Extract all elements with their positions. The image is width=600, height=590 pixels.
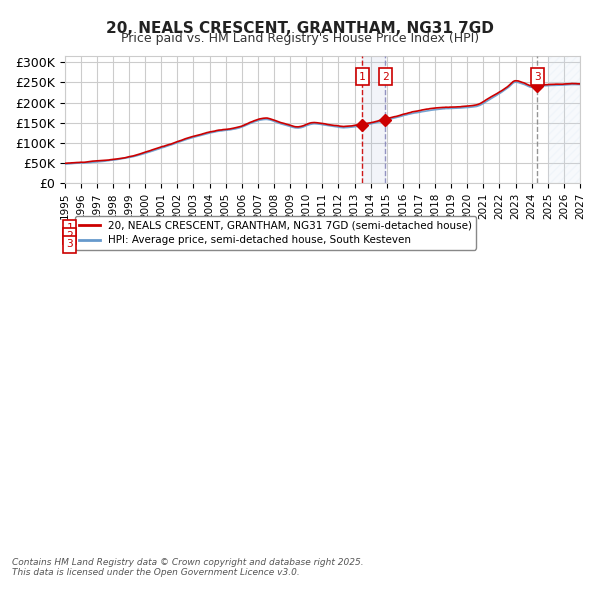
Text: 1: 1	[67, 223, 73, 233]
Text: 1: 1	[359, 72, 366, 82]
Text: 1% ↑ HPI: 1% ↑ HPI	[364, 238, 421, 251]
Legend: 20, NEALS CRESCENT, GRANTHAM, NG31 7GD (semi-detached house), HPI: Average price: 20, NEALS CRESCENT, GRANTHAM, NG31 7GD (…	[75, 216, 476, 250]
Text: 3: 3	[67, 240, 73, 250]
Bar	[548, 56, 580, 183]
Text: 20, NEALS CRESCENT, GRANTHAM, NG31 7GD: 20, NEALS CRESCENT, GRANTHAM, NG31 7GD	[106, 21, 494, 35]
Text: 3% ↑ HPI: 3% ↑ HPI	[364, 221, 421, 234]
Text: £143,500: £143,500	[245, 221, 302, 234]
Text: 3: 3	[534, 72, 541, 82]
Text: 2: 2	[382, 72, 389, 82]
Text: 2: 2	[67, 231, 73, 241]
Text: 28-NOV-2014: 28-NOV-2014	[106, 230, 184, 242]
Bar	[362, 56, 385, 183]
Text: Price paid vs. HM Land Registry's House Price Index (HPI): Price paid vs. HM Land Registry's House …	[121, 32, 479, 45]
Text: 26-JUN-2013: 26-JUN-2013	[106, 221, 184, 234]
Text: £242,000: £242,000	[245, 238, 302, 251]
Text: 2% ↑ HPI: 2% ↑ HPI	[364, 230, 421, 242]
Text: 10-MAY-2024: 10-MAY-2024	[106, 238, 184, 251]
Text: £157,000: £157,000	[245, 230, 302, 242]
Text: Contains HM Land Registry data © Crown copyright and database right 2025.
This d: Contains HM Land Registry data © Crown c…	[12, 558, 364, 577]
